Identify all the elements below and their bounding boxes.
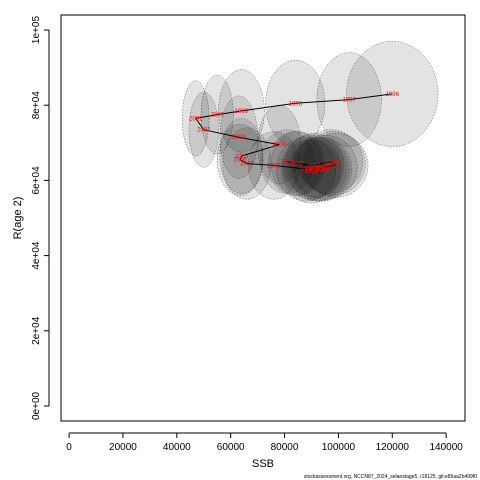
year-label-2017: 2017 (291, 161, 305, 167)
year-label-2002: 2002 (197, 128, 211, 134)
y-axis: 0e+00 2e+04 4e+04 6e+04 8e+04 1e+05 (31, 16, 50, 420)
year-label-2018: 2018 (305, 165, 319, 171)
year-labels: 1996 1997 1998 1999 2000 2001 2002 2003 2004 2005… (189, 92, 400, 175)
y-tick-label: 6e+04 (31, 166, 42, 195)
year-label-1999: 1999 (235, 109, 249, 115)
y-tick-label: 1e+05 (31, 16, 42, 45)
year-label-2022: 2022 (310, 167, 324, 173)
x-tick-label: 140000 (429, 442, 463, 453)
year-label-1998: 1998 (289, 101, 303, 107)
x-axis-title: SSB (252, 458, 274, 470)
year-label-2001: 2001 (189, 116, 203, 122)
plot-frame (60, 14, 466, 422)
credit-text: stockassessment.org, NCCN87_2024_selaest… (304, 474, 477, 480)
year-label-2010: 2010 (318, 165, 332, 171)
x-axis: 0 20000 40000 60000 80000 100000 120000 140000 (66, 432, 463, 453)
year-label-2004: 2004 (272, 143, 286, 149)
year-label-2013: 2013 (324, 160, 338, 166)
year-label-2012: 2012 (326, 161, 340, 167)
year-label-2005: 2005 (235, 154, 249, 160)
x-tick-label: 120000 (376, 442, 410, 453)
year-label-2007: 2007 (240, 161, 254, 167)
y-axis-title: R(age 2) (12, 197, 24, 240)
year-label-2020: 2020 (316, 167, 330, 173)
x-tick-label: 60000 (217, 442, 245, 453)
trajectory-line (194, 93, 393, 172)
year-label-2008: 2008 (267, 163, 281, 169)
year-label-1996: 1996 (386, 92, 400, 98)
x-tick-label: 40000 (163, 442, 191, 453)
x-tick-label: 0 (66, 442, 72, 453)
y-tick-label: 8e+04 (31, 91, 42, 120)
year-label-2003: 2003 (232, 135, 246, 141)
year-label-2009: 2009 (299, 167, 313, 173)
year-label-1997: 1997 (343, 98, 357, 104)
year-label-2016: 2016 (281, 160, 295, 166)
y-tick-label: 4e+04 (31, 241, 42, 270)
year-label-2011: 2011 (329, 163, 343, 169)
x-tick-label: 80000 (271, 442, 299, 453)
year-label-2000: 2000 (211, 113, 225, 119)
x-tick-label: 20000 (109, 442, 137, 453)
x-tick-label: 100000 (322, 442, 356, 453)
year-label-2006: 2006 (233, 158, 247, 164)
year-label-2014: 2014 (307, 163, 321, 169)
y-tick-label: 2e+04 (31, 316, 42, 345)
uncertainty-ellipses (181, 41, 439, 204)
year-label-2015: 2015 (289, 161, 303, 167)
year-label-2021: 2021 (305, 169, 319, 175)
trajectory-path (194, 93, 393, 172)
y-tick-label: 0e+00 (31, 391, 42, 420)
year-label-2019: 2019 (313, 167, 327, 173)
